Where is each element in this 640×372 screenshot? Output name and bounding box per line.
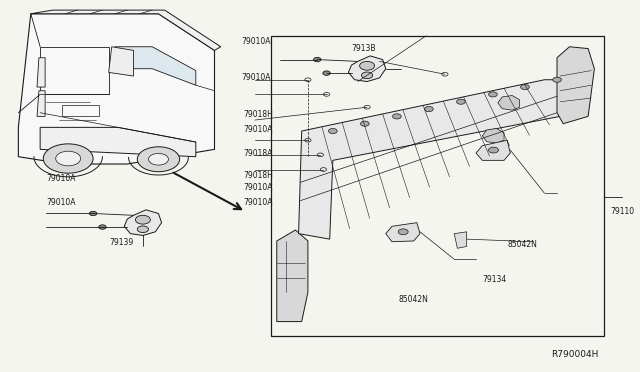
Polygon shape	[109, 47, 134, 76]
Polygon shape	[386, 223, 420, 242]
Circle shape	[56, 151, 81, 166]
Text: 79134: 79134	[483, 275, 506, 284]
Text: 79010A: 79010A	[244, 125, 273, 134]
Circle shape	[456, 99, 465, 104]
Text: 85042N: 85042N	[398, 295, 428, 304]
Polygon shape	[19, 14, 214, 164]
Circle shape	[323, 71, 330, 76]
Circle shape	[138, 147, 180, 172]
Polygon shape	[498, 96, 520, 110]
Polygon shape	[483, 128, 504, 143]
Polygon shape	[348, 56, 386, 81]
Circle shape	[520, 84, 529, 90]
Polygon shape	[454, 232, 467, 248]
Polygon shape	[299, 80, 575, 239]
Polygon shape	[276, 230, 308, 321]
Text: 79010A: 79010A	[241, 37, 271, 46]
Text: 79018H: 79018H	[243, 110, 273, 119]
Text: 79010A: 79010A	[244, 183, 273, 192]
Circle shape	[488, 92, 497, 97]
Circle shape	[44, 144, 93, 173]
Polygon shape	[40, 127, 196, 157]
Polygon shape	[115, 47, 196, 85]
Text: 79010A: 79010A	[241, 73, 271, 83]
Circle shape	[552, 77, 561, 82]
Polygon shape	[37, 58, 45, 87]
Circle shape	[314, 57, 321, 62]
Circle shape	[392, 114, 401, 119]
Circle shape	[136, 215, 150, 224]
Text: R790004H: R790004H	[551, 350, 598, 359]
Circle shape	[424, 106, 433, 112]
Polygon shape	[557, 47, 595, 124]
Text: 7913B: 7913B	[351, 44, 376, 53]
Circle shape	[90, 211, 97, 216]
Text: 79110: 79110	[610, 207, 634, 216]
Polygon shape	[124, 210, 161, 235]
Polygon shape	[31, 10, 221, 51]
Circle shape	[148, 153, 168, 165]
Polygon shape	[37, 91, 45, 116]
Text: 79010A: 79010A	[46, 174, 76, 183]
Circle shape	[488, 147, 499, 153]
Circle shape	[360, 61, 374, 70]
Circle shape	[362, 72, 372, 78]
Circle shape	[328, 128, 337, 134]
Text: 79010A: 79010A	[244, 198, 273, 207]
Text: 79018A: 79018A	[244, 148, 273, 157]
Circle shape	[398, 229, 408, 235]
Text: 79018H: 79018H	[243, 170, 273, 180]
Text: 85042N: 85042N	[507, 240, 537, 249]
Circle shape	[99, 225, 106, 229]
Text: 79139: 79139	[109, 238, 133, 247]
Circle shape	[360, 121, 369, 126]
Polygon shape	[476, 140, 510, 160]
Circle shape	[138, 226, 148, 232]
Text: 79010A: 79010A	[46, 198, 76, 207]
